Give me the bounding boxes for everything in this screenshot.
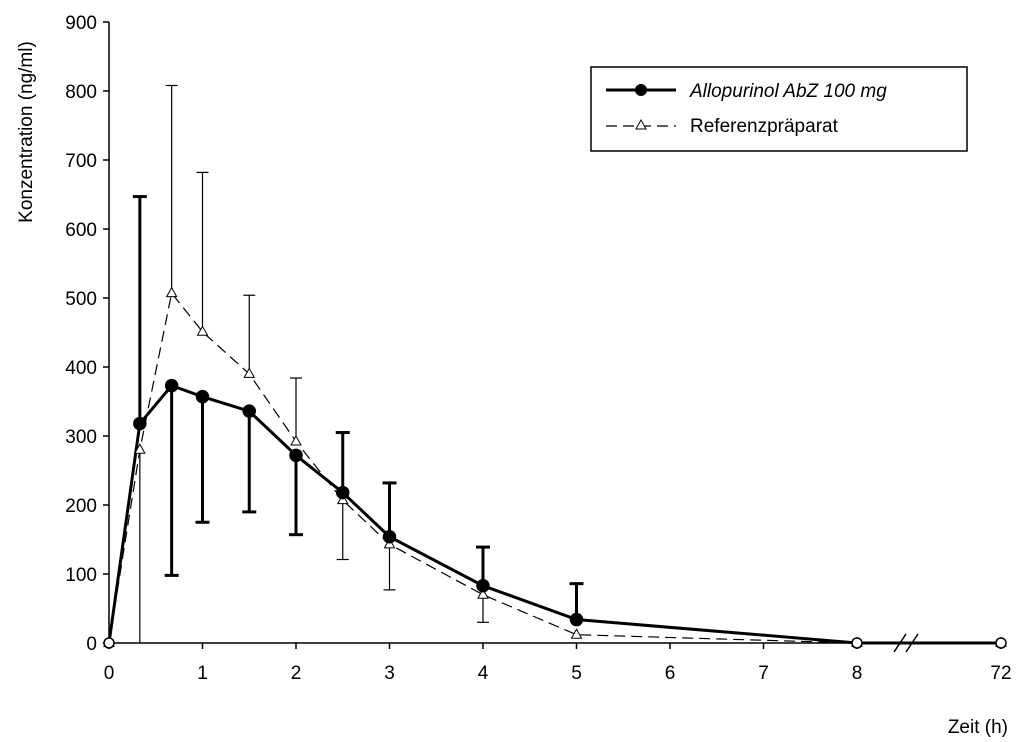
y-tick-label: 100 bbox=[65, 565, 97, 586]
y-tick-label: 500 bbox=[65, 289, 97, 310]
series-markers bbox=[103, 286, 1007, 649]
y-tick-label: 0 bbox=[86, 634, 97, 655]
x-tick-label: 8 bbox=[852, 663, 863, 684]
series-line-allopurinol bbox=[107, 383, 1001, 645]
data-point-referenz bbox=[290, 434, 302, 446]
tick-labels: 0 100 200 300 400 500 600 700 800 900 0 1 2 3 4 5 6 7 8 72 bbox=[65, 13, 1011, 684]
data-point-allopurinol bbox=[569, 612, 584, 627]
data-point-allopurinol bbox=[164, 378, 179, 393]
data-point-referenz bbox=[477, 588, 489, 599]
data-point-referenz bbox=[243, 367, 256, 378]
data-point-referenz bbox=[165, 286, 178, 298]
legend-marker-allopurinol bbox=[635, 84, 647, 96]
y-tick-label: 900 bbox=[65, 13, 97, 34]
x-tick-label: 3 bbox=[384, 663, 395, 684]
y-tick-label: 300 bbox=[65, 427, 97, 448]
series-line-referenz bbox=[108, 291, 1001, 644]
data-point-referenz bbox=[196, 325, 209, 336]
y-tick-label: 400 bbox=[65, 358, 97, 379]
data-point-allopurinol bbox=[195, 389, 210, 404]
x-tick-label: 72 bbox=[990, 663, 1011, 684]
data-point-referenz bbox=[570, 628, 583, 639]
error-bars bbox=[132, 84, 584, 643]
legend-label-allopurinol: Allopurinol AbZ 100 mg bbox=[689, 81, 887, 102]
legend-box bbox=[590, 66, 968, 152]
data-point-allopurinol bbox=[851, 637, 863, 649]
legend: Allopurinol AbZ 100 mg Referenzpräparat bbox=[590, 66, 968, 152]
legend-label-referenz: Referenzpräparat bbox=[690, 116, 839, 137]
y-tick-label: 200 bbox=[65, 496, 97, 517]
series-lines bbox=[107, 291, 1001, 645]
x-tick-label: 7 bbox=[758, 663, 769, 684]
data-point-allopurinol bbox=[103, 637, 115, 649]
x-axis-label: Zeit (h) bbox=[948, 717, 1008, 738]
x-tick-label: 2 bbox=[291, 663, 302, 684]
y-tick-label: 700 bbox=[65, 151, 97, 172]
data-point-allopurinol bbox=[133, 416, 147, 431]
data-point-allopurinol bbox=[995, 637, 1007, 649]
x-tick-label: 4 bbox=[478, 663, 489, 684]
y-tick-label: 800 bbox=[65, 82, 97, 103]
data-point-allopurinol bbox=[382, 529, 397, 544]
x-tick-label: 1 bbox=[197, 663, 208, 684]
data-point-allopurinol bbox=[289, 448, 303, 463]
legend-marker-referenz bbox=[635, 118, 647, 130]
y-tick-label: 600 bbox=[65, 220, 97, 241]
y-axis-label: Konzentration (ng/ml) bbox=[16, 41, 37, 223]
x-tick-label: 5 bbox=[571, 663, 582, 684]
x-tick-label: 0 bbox=[104, 663, 115, 684]
data-point-allopurinol bbox=[476, 578, 490, 593]
data-point-referenz bbox=[134, 443, 146, 454]
x-tick-label: 6 bbox=[665, 663, 676, 684]
data-point-allopurinol bbox=[336, 485, 350, 500]
data-point-allopurinol bbox=[242, 404, 256, 418]
